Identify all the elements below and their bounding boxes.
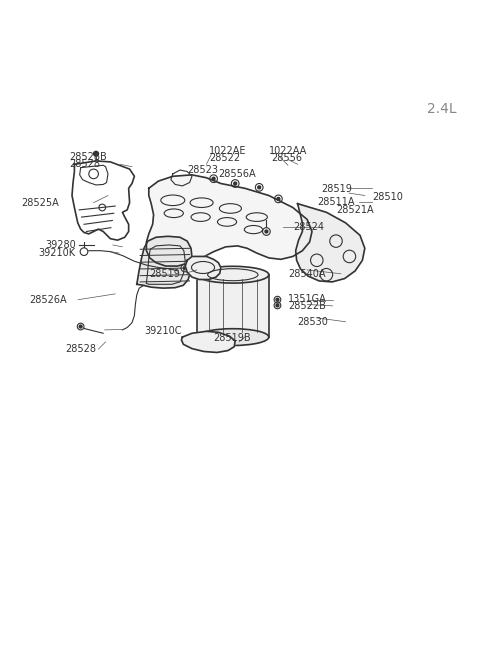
Polygon shape bbox=[197, 274, 269, 337]
Text: 1022AA: 1022AA bbox=[269, 146, 307, 156]
Circle shape bbox=[265, 230, 268, 233]
Polygon shape bbox=[146, 175, 312, 266]
Text: 28540A: 28540A bbox=[288, 269, 325, 279]
Text: 28519: 28519 bbox=[322, 184, 352, 195]
Text: 28525A: 28525A bbox=[22, 198, 60, 208]
Text: 2.4L: 2.4L bbox=[427, 102, 456, 116]
Text: 28528: 28528 bbox=[70, 159, 101, 169]
Polygon shape bbox=[296, 204, 365, 282]
Circle shape bbox=[258, 186, 261, 189]
Text: 28511A: 28511A bbox=[317, 196, 354, 207]
Circle shape bbox=[183, 267, 186, 269]
Circle shape bbox=[79, 325, 82, 328]
Text: 28523: 28523 bbox=[187, 165, 218, 175]
Text: 28519B: 28519B bbox=[214, 333, 251, 343]
Text: 28556A: 28556A bbox=[218, 169, 256, 179]
Circle shape bbox=[277, 197, 280, 200]
Text: 28530: 28530 bbox=[298, 317, 328, 327]
Text: 1351GA: 1351GA bbox=[288, 293, 327, 304]
Text: 28519: 28519 bbox=[149, 269, 180, 279]
Text: 28528B: 28528B bbox=[70, 152, 108, 162]
Text: 28510: 28510 bbox=[372, 192, 403, 202]
Text: 39210K: 39210K bbox=[38, 248, 75, 258]
Text: 28524: 28524 bbox=[293, 221, 324, 232]
Circle shape bbox=[212, 178, 215, 180]
Text: 28556: 28556 bbox=[271, 153, 302, 163]
Text: 1022AE: 1022AE bbox=[209, 146, 246, 156]
Polygon shape bbox=[181, 331, 235, 352]
Polygon shape bbox=[185, 257, 221, 280]
Text: 28521A: 28521A bbox=[336, 205, 373, 215]
Text: 28526A: 28526A bbox=[29, 295, 66, 305]
Text: 28528: 28528 bbox=[65, 344, 96, 354]
Text: 39210C: 39210C bbox=[144, 326, 181, 336]
Text: 39280: 39280 bbox=[46, 240, 76, 250]
Ellipse shape bbox=[197, 329, 269, 345]
Text: 28522: 28522 bbox=[209, 153, 240, 163]
Circle shape bbox=[276, 298, 279, 301]
Circle shape bbox=[94, 151, 98, 156]
Circle shape bbox=[276, 304, 279, 307]
Polygon shape bbox=[137, 236, 192, 288]
Ellipse shape bbox=[197, 267, 269, 283]
Circle shape bbox=[234, 182, 237, 185]
Text: 28522B: 28522B bbox=[288, 301, 326, 311]
